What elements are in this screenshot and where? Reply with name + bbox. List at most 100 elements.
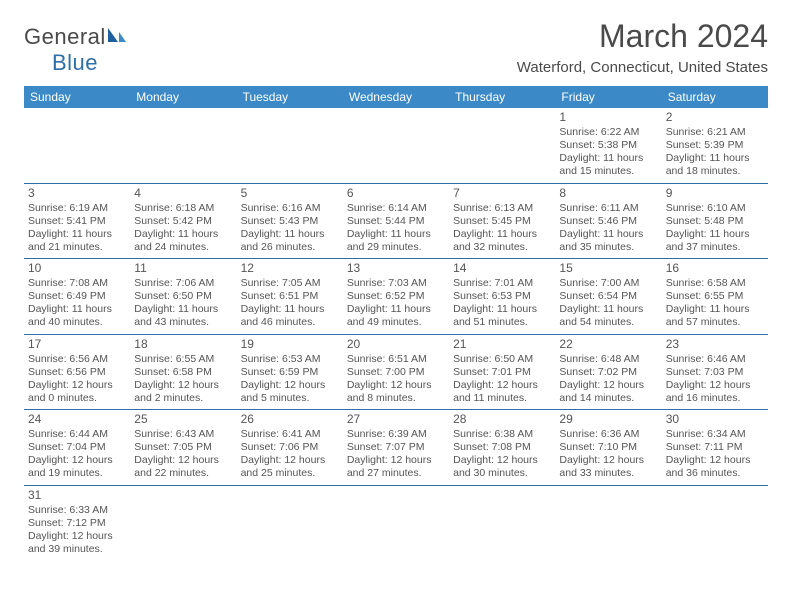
day-number: 22 [559,337,657,352]
calendar-cell: 31Sunrise: 6:33 AMSunset: 7:12 PMDayligh… [24,485,130,560]
day-header: Saturday [662,86,768,108]
sunrise-text: Sunrise: 6:55 AM [134,353,232,366]
calendar-cell [662,485,768,560]
day-header: Friday [555,86,661,108]
calendar-cell [449,485,555,560]
daylight-text: Daylight: 11 hours and 37 minutes. [666,228,764,254]
day-header: Monday [130,86,236,108]
sunrise-text: Sunrise: 6:58 AM [666,277,764,290]
daylight-text: Daylight: 12 hours and 19 minutes. [28,454,126,480]
daylight-text: Daylight: 11 hours and 18 minutes. [666,152,764,178]
calendar-cell: 24Sunrise: 6:44 AMSunset: 7:04 PMDayligh… [24,410,130,486]
logo-text-general: General [24,24,106,49]
calendar-cell [130,485,236,560]
sunset-text: Sunset: 7:00 PM [347,366,445,379]
sunset-text: Sunset: 7:02 PM [559,366,657,379]
sunset-text: Sunset: 7:03 PM [666,366,764,379]
calendar-cell: 27Sunrise: 6:39 AMSunset: 7:07 PMDayligh… [343,410,449,486]
daylight-text: Daylight: 12 hours and 33 minutes. [559,454,657,480]
sunset-text: Sunset: 5:41 PM [28,215,126,228]
day-number: 21 [453,337,551,352]
day-number: 31 [28,488,126,503]
calendar-cell: 29Sunrise: 6:36 AMSunset: 7:10 PMDayligh… [555,410,661,486]
day-number: 1 [559,110,657,125]
calendar-cell: 22Sunrise: 6:48 AMSunset: 7:02 PMDayligh… [555,334,661,410]
daylight-text: Daylight: 12 hours and 14 minutes. [559,379,657,405]
logo: GeneralBlue [24,18,128,76]
calendar-cell [237,485,343,560]
calendar-cell: 26Sunrise: 6:41 AMSunset: 7:06 PMDayligh… [237,410,343,486]
daylight-text: Daylight: 12 hours and 30 minutes. [453,454,551,480]
sunset-text: Sunset: 5:45 PM [453,215,551,228]
daylight-text: Daylight: 12 hours and 0 minutes. [28,379,126,405]
calendar-cell: 25Sunrise: 6:43 AMSunset: 7:05 PMDayligh… [130,410,236,486]
sunset-text: Sunset: 6:50 PM [134,290,232,303]
daylight-text: Daylight: 11 hours and 35 minutes. [559,228,657,254]
calendar-cell: 6Sunrise: 6:14 AMSunset: 5:44 PMDaylight… [343,183,449,259]
sunset-text: Sunset: 7:01 PM [453,366,551,379]
sunrise-text: Sunrise: 6:36 AM [559,428,657,441]
daylight-text: Daylight: 12 hours and 16 minutes. [666,379,764,405]
sunset-text: Sunset: 7:11 PM [666,441,764,454]
sunrise-text: Sunrise: 6:16 AM [241,202,339,215]
sunrise-text: Sunrise: 6:39 AM [347,428,445,441]
daylight-text: Daylight: 11 hours and 21 minutes. [28,228,126,254]
sunrise-text: Sunrise: 6:50 AM [453,353,551,366]
sunrise-text: Sunrise: 6:19 AM [28,202,126,215]
sunrise-text: Sunrise: 6:53 AM [241,353,339,366]
calendar-cell [237,108,343,183]
sunset-text: Sunset: 5:46 PM [559,215,657,228]
day-number: 13 [347,261,445,276]
calendar-cell: 20Sunrise: 6:51 AMSunset: 7:00 PMDayligh… [343,334,449,410]
calendar-cell: 11Sunrise: 7:06 AMSunset: 6:50 PMDayligh… [130,259,236,335]
sunset-text: Sunset: 7:10 PM [559,441,657,454]
day-number: 12 [241,261,339,276]
day-number: 10 [28,261,126,276]
daylight-text: Daylight: 11 hours and 49 minutes. [347,303,445,329]
calendar-cell [343,108,449,183]
sunrise-text: Sunrise: 6:46 AM [666,353,764,366]
day-number: 30 [666,412,764,427]
day-number: 29 [559,412,657,427]
sunrise-text: Sunrise: 6:13 AM [453,202,551,215]
sunrise-text: Sunrise: 6:56 AM [28,353,126,366]
calendar-cell: 3Sunrise: 6:19 AMSunset: 5:41 PMDaylight… [24,183,130,259]
calendar-body: 1Sunrise: 6:22 AMSunset: 5:38 PMDaylight… [24,108,768,560]
sunrise-text: Sunrise: 7:05 AM [241,277,339,290]
sunrise-text: Sunrise: 7:06 AM [134,277,232,290]
calendar-row: 24Sunrise: 6:44 AMSunset: 7:04 PMDayligh… [24,410,768,486]
calendar-cell: 17Sunrise: 6:56 AMSunset: 6:56 PMDayligh… [24,334,130,410]
daylight-text: Daylight: 11 hours and 15 minutes. [559,152,657,178]
calendar-cell: 19Sunrise: 6:53 AMSunset: 6:59 PMDayligh… [237,334,343,410]
day-number: 3 [28,186,126,201]
calendar-row: 10Sunrise: 7:08 AMSunset: 6:49 PMDayligh… [24,259,768,335]
calendar-row: 17Sunrise: 6:56 AMSunset: 6:56 PMDayligh… [24,334,768,410]
calendar-row: 3Sunrise: 6:19 AMSunset: 5:41 PMDaylight… [24,183,768,259]
sunrise-text: Sunrise: 7:03 AM [347,277,445,290]
daylight-text: Daylight: 11 hours and 57 minutes. [666,303,764,329]
daylight-text: Daylight: 12 hours and 36 minutes. [666,454,764,480]
day-number: 18 [134,337,232,352]
calendar-cell: 21Sunrise: 6:50 AMSunset: 7:01 PMDayligh… [449,334,555,410]
calendar-header: SundayMondayTuesdayWednesdayThursdayFrid… [24,86,768,108]
daylight-text: Daylight: 11 hours and 29 minutes. [347,228,445,254]
day-number: 4 [134,186,232,201]
sunset-text: Sunset: 7:12 PM [28,517,126,530]
daylight-text: Daylight: 11 hours and 32 minutes. [453,228,551,254]
daylight-text: Daylight: 11 hours and 40 minutes. [28,303,126,329]
sunrise-text: Sunrise: 6:33 AM [28,504,126,517]
calendar-cell [130,108,236,183]
logo-text-blue: Blue [52,50,98,75]
day-number: 2 [666,110,764,125]
sunset-text: Sunset: 7:08 PM [453,441,551,454]
day-number: 6 [347,186,445,201]
day-number: 25 [134,412,232,427]
day-number: 17 [28,337,126,352]
sunset-text: Sunset: 6:52 PM [347,290,445,303]
sunrise-text: Sunrise: 6:18 AM [134,202,232,215]
daylight-text: Daylight: 12 hours and 11 minutes. [453,379,551,405]
day-number: 26 [241,412,339,427]
daylight-text: Daylight: 12 hours and 25 minutes. [241,454,339,480]
daylight-text: Daylight: 12 hours and 5 minutes. [241,379,339,405]
day-header: Thursday [449,86,555,108]
